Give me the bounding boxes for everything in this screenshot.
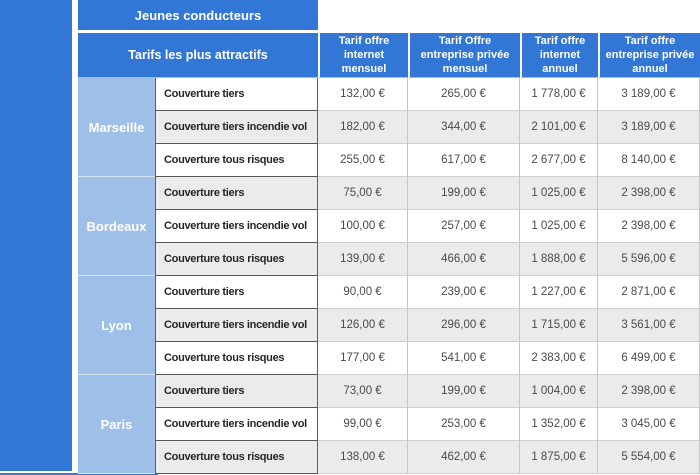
coverage-label-cell: Couverture tiers incendie vol [155,111,318,144]
tariff-value-cell: 8 140,00 € [598,144,700,177]
tariff-value-cell: 1 778,00 € [520,78,598,111]
coverage-label-cell: Couverture tiers [155,375,318,408]
tariff-value-cell: 5 596,00 € [598,243,700,276]
tariff-value-cell: 132,00 € [318,78,408,111]
tariff-value-cell: 1 227,00 € [520,276,598,309]
city-header-cell: Lyon [78,276,155,375]
tariff-value-cell: 462,00 € [408,441,520,474]
tariff-value-cell: 5 554,00 € [598,441,700,474]
tariff-value-cell: 199,00 € [408,375,520,408]
tariff-value-cell: 255,00 € [318,144,408,177]
coverage-label-cell: Couverture tiers [155,276,318,309]
tariff-value-cell: 1 352,00 € [520,408,598,441]
tariff-value-cell: 177,00 € [318,342,408,375]
tariff-value-cell: 2 101,00 € [520,111,598,144]
tariff-value-cell: 1 715,00 € [520,309,598,342]
coverage-label-cell: Couverture tous risques [155,342,318,375]
tariff-value-cell: 73,00 € [318,375,408,408]
table-subtitle-cell: Tarifs les plus attractifs [78,33,318,78]
tariff-value-cell: 6 499,00 € [598,342,700,375]
coverage-label-cell: Couverture tiers incendie vol [155,309,318,342]
table-title-banner: Jeunes conducteurs [78,0,318,30]
coverage-label-cell: Couverture tiers incendie vol [155,408,318,441]
young-drivers-tariff-table: Jeunes conducteurs Tarifs les plus attra… [78,0,700,474]
coverage-label-cell: Couverture tous risques [155,243,318,276]
tariff-value-cell: 139,00 € [318,243,408,276]
tariff-value-cell: 2 398,00 € [598,177,700,210]
tariff-value-cell: 2 398,00 € [598,210,700,243]
tariff-value-cell: 1 025,00 € [520,210,598,243]
tariff-value-cell: 99,00 € [318,408,408,441]
tariff-value-cell: 100,00 € [318,210,408,243]
tariff-value-cell: 3 045,00 € [598,408,700,441]
tariff-value-cell: 1 888,00 € [520,243,598,276]
coverage-label-cell: Couverture tiers [155,177,318,210]
tariff-value-cell: 2 398,00 € [598,375,700,408]
header-spacer [318,0,700,33]
tariff-value-cell: 466,00 € [408,243,520,276]
city-header-cell: Marseille [78,78,155,177]
tariff-value-cell: 182,00 € [318,111,408,144]
column-header-privee-annuel: Tarif offre entreprise privée annuel [598,33,700,78]
tariff-value-cell: 617,00 € [408,144,520,177]
tariff-value-cell: 265,00 € [408,78,520,111]
tariff-value-cell: 90,00 € [318,276,408,309]
column-header-internet-annuel: Tarif offre internet annuel [520,33,598,78]
bottom-accent-line [0,473,158,475]
tariff-value-cell: 75,00 € [318,177,408,210]
coverage-label-cell: Couverture tous risques [155,144,318,177]
coverage-label-cell: Couverture tous risques [155,441,318,474]
tariff-value-cell: 2 871,00 € [598,276,700,309]
coverage-label-cell: Couverture tiers incendie vol [155,210,318,243]
tariff-value-cell: 138,00 € [318,441,408,474]
tariff-value-cell: 253,00 € [408,408,520,441]
tariff-value-cell: 1 004,00 € [520,375,598,408]
tariff-value-cell: 2 677,00 € [520,144,598,177]
tariff-value-cell: 3 189,00 € [598,78,700,111]
tariff-value-cell: 1 025,00 € [520,177,598,210]
tariff-value-cell: 296,00 € [408,309,520,342]
tariff-value-cell: 541,00 € [408,342,520,375]
tariff-value-cell: 3 561,00 € [598,309,700,342]
tariff-value-cell: 239,00 € [408,276,520,309]
column-header-privee-mensuel: Tarif Offre entreprise privée mensuel [408,33,520,78]
tariff-value-cell: 126,00 € [318,309,408,342]
tariff-value-cell: 199,00 € [408,177,520,210]
city-header-cell: Bordeaux [78,177,155,276]
column-header-internet-mensuel: Tarif offre internet mensuel [318,33,408,78]
tariff-value-cell: 1 875,00 € [520,441,598,474]
tariff-value-cell: 3 189,00 € [598,111,700,144]
left-accent-bar [0,0,72,471]
tariff-value-cell: 2 383,00 € [520,342,598,375]
tariff-value-cell: 257,00 € [408,210,520,243]
city-header-cell: Paris [78,375,155,474]
tariff-value-cell: 344,00 € [408,111,520,144]
coverage-label-cell: Couverture tiers [155,78,318,111]
